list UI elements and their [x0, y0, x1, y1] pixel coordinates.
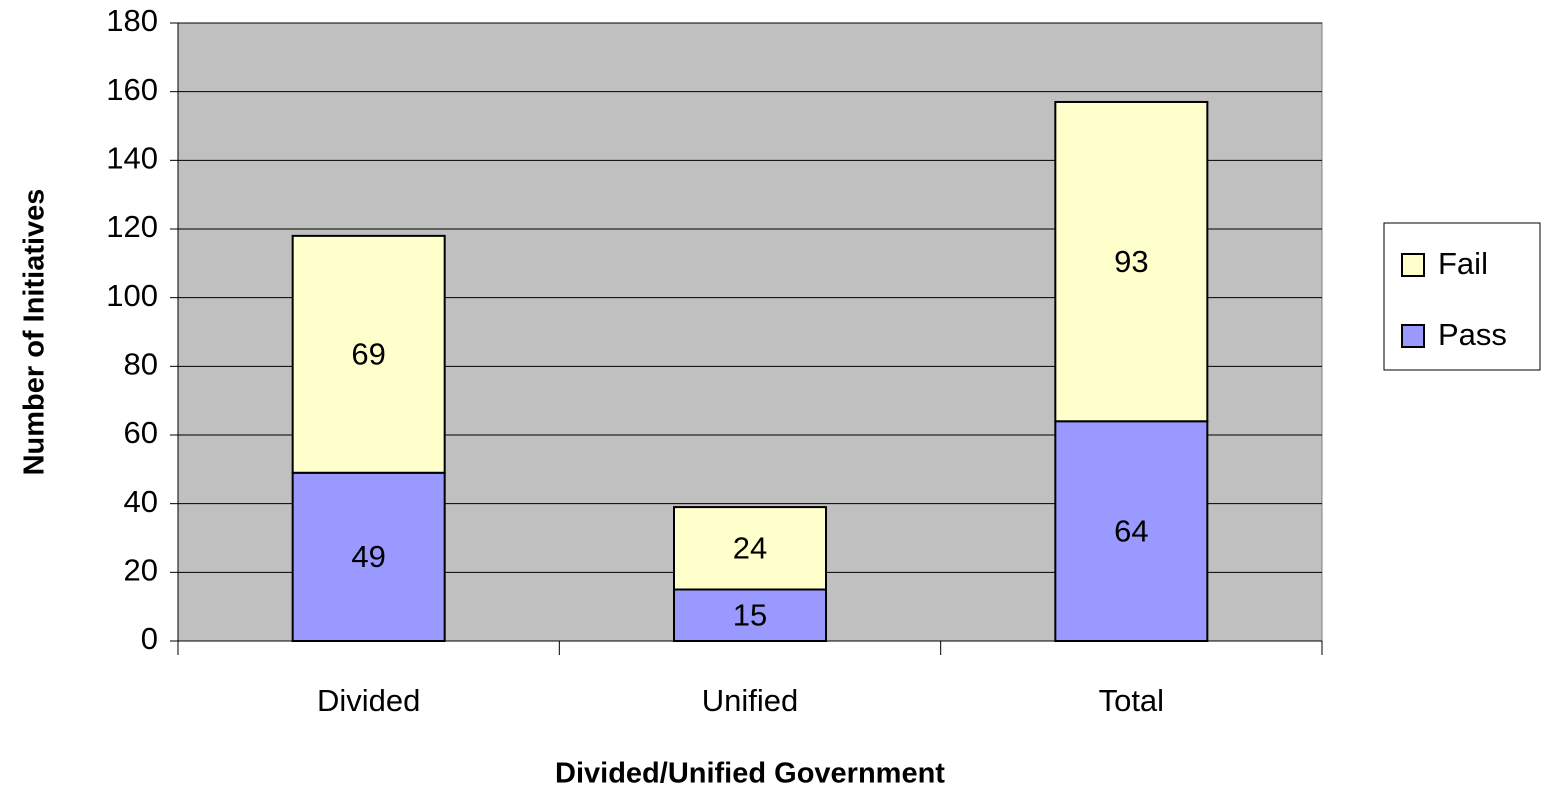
x-tick-label: Unified	[702, 683, 799, 718]
x-tick-label: Total	[1099, 683, 1164, 718]
data-label: 69	[351, 337, 385, 372]
data-label: 15	[733, 597, 767, 632]
bar-segment	[291, 471, 446, 642]
y-tick-label: 160	[106, 72, 158, 107]
data-label: 64	[1114, 513, 1148, 548]
y-tick-label: 20	[124, 553, 158, 588]
y-tick-label: 100	[106, 278, 158, 313]
bar-segment	[1054, 100, 1209, 423]
y-tick-label: 40	[124, 484, 158, 519]
data-label: 24	[733, 530, 767, 565]
legend-label: Pass	[1438, 317, 1507, 352]
y-tick-label: 0	[141, 621, 158, 656]
legend-swatch	[1401, 253, 1425, 277]
bar-segment	[291, 234, 446, 474]
legend-label: Fail	[1438, 246, 1488, 281]
y-axis-title: Number of Initiatives	[19, 189, 51, 476]
y-tick-label: 80	[124, 347, 158, 382]
bar-segment	[673, 506, 827, 591]
y-tick-label: 60	[124, 415, 158, 450]
bar-segment	[1054, 420, 1209, 642]
data-label: 49	[351, 539, 385, 574]
x-tick-label: Divided	[317, 683, 420, 718]
y-tick-label: 120	[106, 209, 158, 244]
legend-swatch	[1401, 324, 1425, 348]
data-label: 93	[1114, 244, 1148, 279]
bar-segment	[673, 588, 827, 642]
y-tick-label: 140	[106, 141, 158, 176]
x-axis-title: Divided/Unified Government	[555, 758, 945, 790]
y-tick-label: 180	[106, 3, 158, 38]
